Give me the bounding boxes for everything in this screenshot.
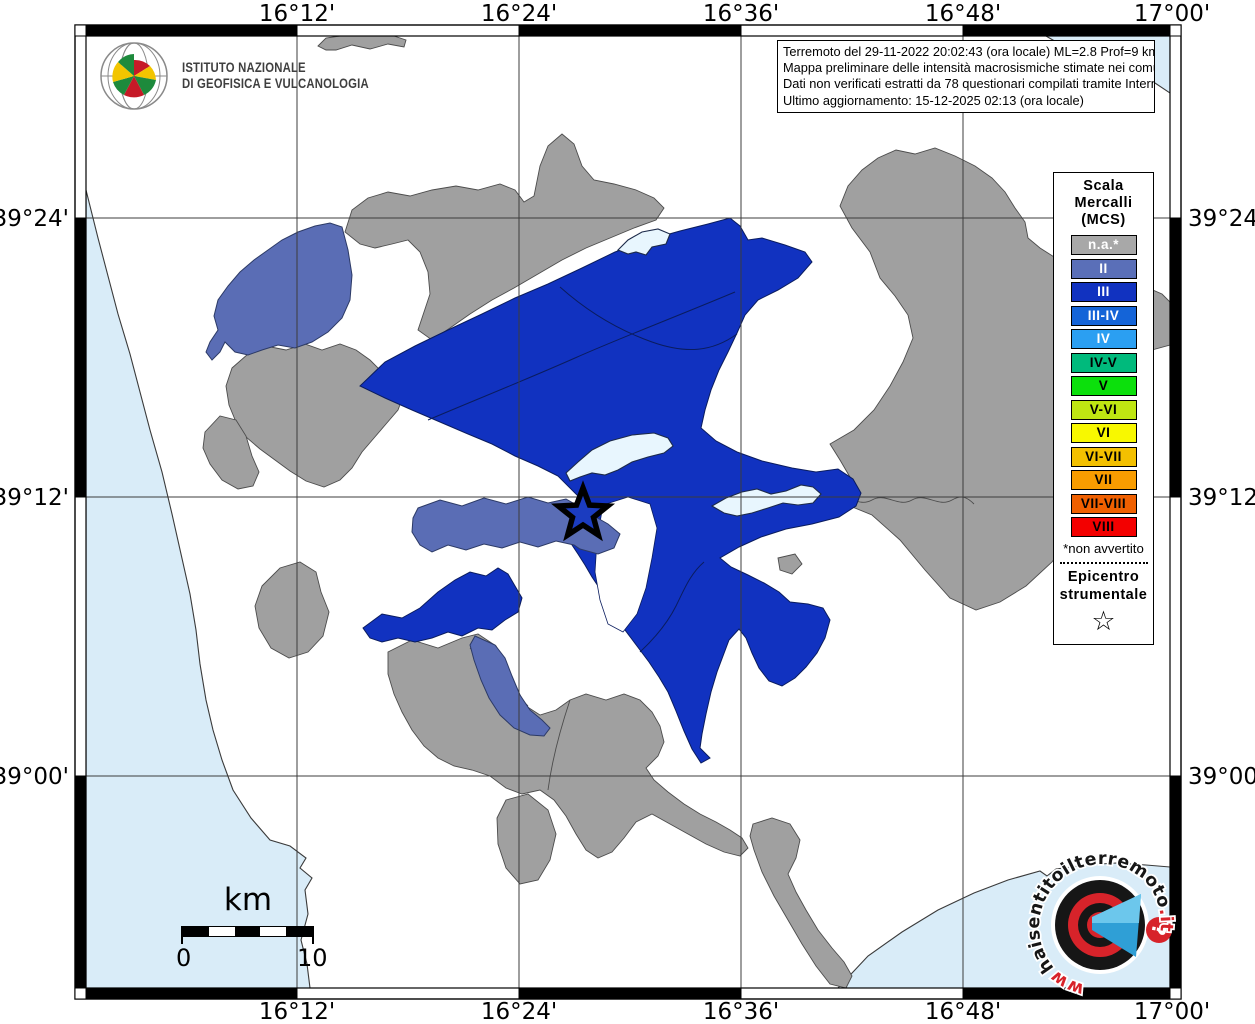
axis-label-top-2: 16°24': [481, 1, 557, 27]
scale-bar-tick-start: [181, 926, 183, 944]
epicenter-star-icon: [550, 480, 616, 542]
epicenter-legend-star-icon: ☆: [1091, 606, 1116, 636]
legend-item: V-VI: [1070, 399, 1137, 420]
ingv-globe-icon: [100, 42, 168, 110]
ingv-name-line2: DI GEOFISICA E VULCANOLOGIA: [182, 76, 369, 91]
axis-label-top-4: 16°48': [925, 1, 1001, 27]
logo-question-badge: [1146, 917, 1172, 943]
legend: Scala Mercalli (MCS) n.a.* II III III-IV…: [1053, 172, 1154, 645]
axis-label-bottom-3: 16°36': [703, 999, 779, 1024]
legend-item: III-IV: [1070, 305, 1137, 326]
legend-title-line1: Scala: [1083, 178, 1124, 194]
legend-title-line3: (MCS): [1081, 212, 1126, 228]
map-frame: [74, 24, 1182, 1000]
axis-label-top-1: 16°12': [259, 1, 335, 27]
info-line-data-source: Dati non verificati estratti da 78 quest…: [783, 76, 1155, 92]
legend-item: IV: [1070, 329, 1137, 349]
legend-item: VII: [1070, 470, 1137, 490]
ingv-logo: ISTITUTO NAZIONALE DI GEOFISICA E VULCAN…: [98, 40, 404, 112]
scale-bar-end-label: 10: [297, 944, 328, 972]
map-geography: [86, 36, 1170, 988]
scale-bar-start-label: 0: [176, 944, 192, 972]
legend-epicenter-line1: Epicentro: [1067, 569, 1140, 585]
legend-item: VI: [1070, 423, 1137, 443]
axis-label-bottom-5: 17°00': [1134, 999, 1210, 1024]
legend-epicenter-line2: strumentale: [1059, 587, 1148, 603]
haisentito-terremoto-logo: ? haisentitoilterremoto.it www.: [1008, 833, 1177, 1001]
legend-item: III: [1070, 282, 1137, 302]
axis-label-top-3: 16°36': [703, 1, 779, 27]
info-line-map-type: Mappa preliminare delle intensità macros…: [783, 60, 1155, 76]
axis-label-right-1: 39°24': [1188, 206, 1255, 232]
ingv-name-line1: ISTITUTO NAZIONALE: [182, 60, 306, 75]
axis-label-bottom-4: 16°48': [925, 999, 1001, 1024]
axis-label-bottom-2: 16°24': [481, 999, 557, 1024]
axis-label-left-1: 39°24': [0, 206, 69, 232]
info-line-updated: Ultimo aggiornamento: 15-12-2025 02:13 (…: [783, 92, 1084, 108]
legend-item: IV-V: [1070, 352, 1137, 373]
info-line-event: Terremoto del 29-11-2022 20:02:43 (ora l…: [783, 44, 1155, 59]
legend-item: VIII: [1070, 517, 1137, 537]
municipality-borders-iii: [427, 286, 738, 653]
axis-label-right-2: 39°12': [1188, 485, 1255, 511]
legend-item: II: [1070, 258, 1137, 279]
legend-item: n.a.*: [1070, 235, 1137, 255]
legend-item: VII-VIII: [1070, 493, 1137, 514]
axis-label-bottom-1: 16°12': [259, 999, 335, 1024]
axis-label-right-3: 39°00': [1188, 764, 1255, 790]
municipality-iii-southwest: [362, 567, 523, 643]
scale-bar-unit: km: [223, 882, 273, 918]
graticule: [86, 36, 1170, 988]
legend-item: V: [1070, 376, 1137, 396]
municipalities-intensity-iii: [359, 217, 862, 764]
earthquake-info-box: Terremoto del 29-11-2022 20:02:43 (ora l…: [777, 40, 1155, 113]
axis-label-left-3: 39°00': [0, 764, 69, 790]
scale-bar-segments: [183, 926, 312, 937]
sea-west: [86, 189, 313, 988]
logo-megaphone-highlight: [1092, 894, 1141, 923]
logo-question-mark: ?: [1146, 922, 1170, 937]
legend-item: VI-VII: [1070, 446, 1137, 467]
legend-divider: [1059, 562, 1148, 564]
lakes: [565, 228, 822, 517]
axis-label-top-5: 17°00': [1134, 1, 1210, 27]
scale-bar-tick-end: [312, 926, 314, 944]
scale-bar: km 0 10: [163, 882, 333, 972]
axis-label-left-2: 39°12': [0, 485, 69, 511]
legend-items: n.a.* II III III-IV IV IV-V V V-VI VI VI…: [1054, 235, 1153, 537]
legend-title-line2: Mercalli: [1074, 195, 1133, 211]
legend-footnote: *non avvertito: [1063, 541, 1144, 556]
